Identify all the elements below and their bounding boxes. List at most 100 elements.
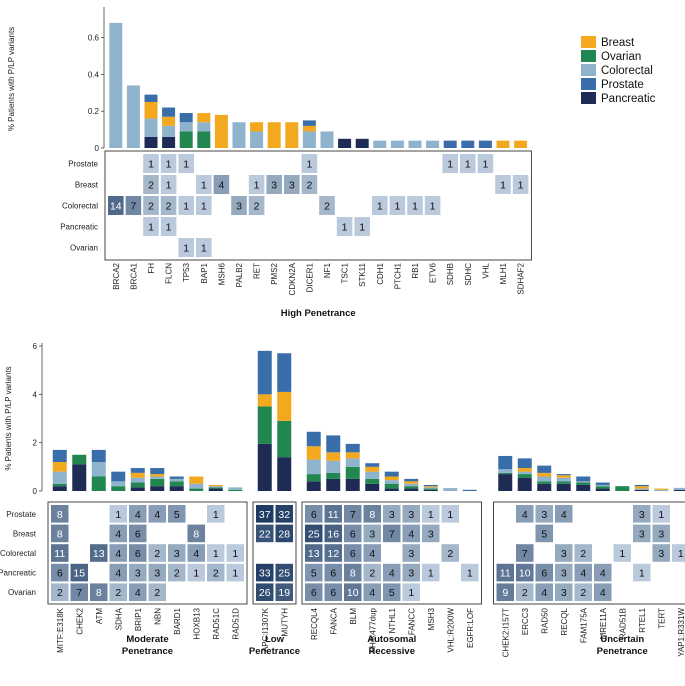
bar-pancreatic xyxy=(634,489,649,491)
bar-ovarian xyxy=(404,486,419,489)
bar-ovarian xyxy=(228,489,243,491)
bar-pancreatic xyxy=(130,487,145,491)
x-tick-label: NTHL1 xyxy=(388,607,397,633)
heatmap-cell xyxy=(594,563,612,582)
bar-ovarian xyxy=(384,483,399,489)
cell-count: 3 xyxy=(428,528,434,540)
bar-prostate xyxy=(345,443,360,453)
x-tick-label: RB1 xyxy=(411,262,420,278)
heatmap-cell xyxy=(108,196,124,215)
cell-count: 2 xyxy=(166,201,172,213)
cell-count: 1 xyxy=(500,180,506,192)
bar-colorectal xyxy=(197,122,211,132)
chart-panel-1: 0 0.2 0.4 0.6 % Patients with P/LP variants P… xyxy=(7,7,532,319)
x-tick-label: EGFR:LOF xyxy=(466,608,475,648)
bar-colorectal xyxy=(109,22,123,149)
cell-count: 1 xyxy=(658,509,664,521)
group-label: High Penetrance xyxy=(281,308,356,319)
bar-colorectal xyxy=(228,487,243,490)
bar-colorectal xyxy=(373,140,387,148)
heatmap-cell xyxy=(402,524,420,543)
heatmap-cell xyxy=(535,563,553,582)
cell-count: 37 xyxy=(259,509,271,521)
bar-breast xyxy=(214,114,228,148)
x-tick-label: RAD50 xyxy=(540,607,549,633)
heatmap-cell xyxy=(574,583,592,601)
bar-breast xyxy=(162,116,176,126)
cell-count: 2 xyxy=(174,568,180,580)
x-tick-label: MITF:E318K xyxy=(56,607,65,653)
bar-ovarian xyxy=(208,487,223,489)
bar-colorectal xyxy=(595,484,610,487)
x-tick-label: RECQL xyxy=(560,607,569,635)
x-tick-label: ETV6 xyxy=(429,262,438,283)
x-tick-label: PMS2 xyxy=(270,262,279,284)
x-tick-label: RAD51C xyxy=(212,608,221,640)
cell-count: 7 xyxy=(350,509,356,521)
bar-breast xyxy=(517,468,532,472)
bar-ovarian xyxy=(423,488,438,490)
cell-count: 8 xyxy=(350,568,356,580)
bar-colorectal xyxy=(673,487,685,490)
heatmap-cell xyxy=(407,196,423,215)
cell-count: 2 xyxy=(115,587,121,599)
legend-label: Prostate xyxy=(601,79,644,91)
bar-pancreatic xyxy=(162,136,176,148)
bar-ovarian xyxy=(91,476,106,491)
heatmap-cell xyxy=(143,196,159,215)
x-tick-label: FLCN xyxy=(165,263,174,284)
bar-colorectal xyxy=(306,459,321,475)
heatmap-cell xyxy=(51,563,69,582)
cell-count: 22 xyxy=(259,528,271,540)
bar-prostate xyxy=(462,489,477,491)
bar-colorectal xyxy=(384,480,399,484)
cell-count: 1 xyxy=(408,587,414,599)
bar-ovarian xyxy=(556,481,571,484)
cell-count: 13 xyxy=(93,548,105,560)
cell-count: 4 xyxy=(389,568,395,580)
heatmap-cell xyxy=(344,544,362,562)
bar-pancreatic xyxy=(404,488,419,491)
cell-count: 26 xyxy=(259,587,271,599)
y-tick-label: 6 xyxy=(33,342,38,351)
bar-colorectal xyxy=(423,487,438,489)
bar-prostate xyxy=(306,431,321,447)
heatmap-cell xyxy=(424,196,441,215)
bar-ovarian xyxy=(615,486,630,491)
bar-prostate xyxy=(130,468,145,473)
heatmap-cell xyxy=(168,544,186,562)
cell-count: 1 xyxy=(166,159,172,171)
cell-count: 8 xyxy=(96,587,102,599)
bar-prostate xyxy=(404,478,419,482)
bar-breast xyxy=(150,474,165,477)
bar-pancreatic xyxy=(306,481,321,491)
heatmap-cell xyxy=(672,544,685,562)
x-tick-label: RECQL4 xyxy=(310,607,319,640)
bar-colorectal xyxy=(320,131,334,148)
cell-count: 3 xyxy=(561,568,567,580)
cell-count: 2 xyxy=(154,548,160,560)
heatmap-cell xyxy=(383,505,401,523)
heatmap-cell xyxy=(109,524,127,543)
cell-count: 6 xyxy=(311,587,317,599)
heatmap-cell xyxy=(535,583,553,601)
heatmap-cell xyxy=(336,217,353,236)
bar-breast xyxy=(257,394,272,407)
heatmap-cell xyxy=(109,505,127,523)
cell-count: 1 xyxy=(148,159,154,171)
heatmap-cell xyxy=(168,505,186,523)
heatmap-cell xyxy=(344,563,362,582)
heatmap-cell xyxy=(652,524,670,543)
bar-colorectal xyxy=(250,131,264,148)
bar-breast xyxy=(250,122,264,132)
x-tick-label: VHL:R200W xyxy=(446,608,455,653)
bar-prostate xyxy=(52,449,67,462)
legend-swatch-prostate xyxy=(581,78,596,90)
heatmap-cell xyxy=(363,505,381,523)
bar-ovarian xyxy=(345,466,360,479)
group-label: Penetrance xyxy=(597,646,648,657)
cell-count: 1 xyxy=(619,548,625,560)
bar-breast xyxy=(384,476,399,481)
cell-count: 9 xyxy=(502,587,508,599)
